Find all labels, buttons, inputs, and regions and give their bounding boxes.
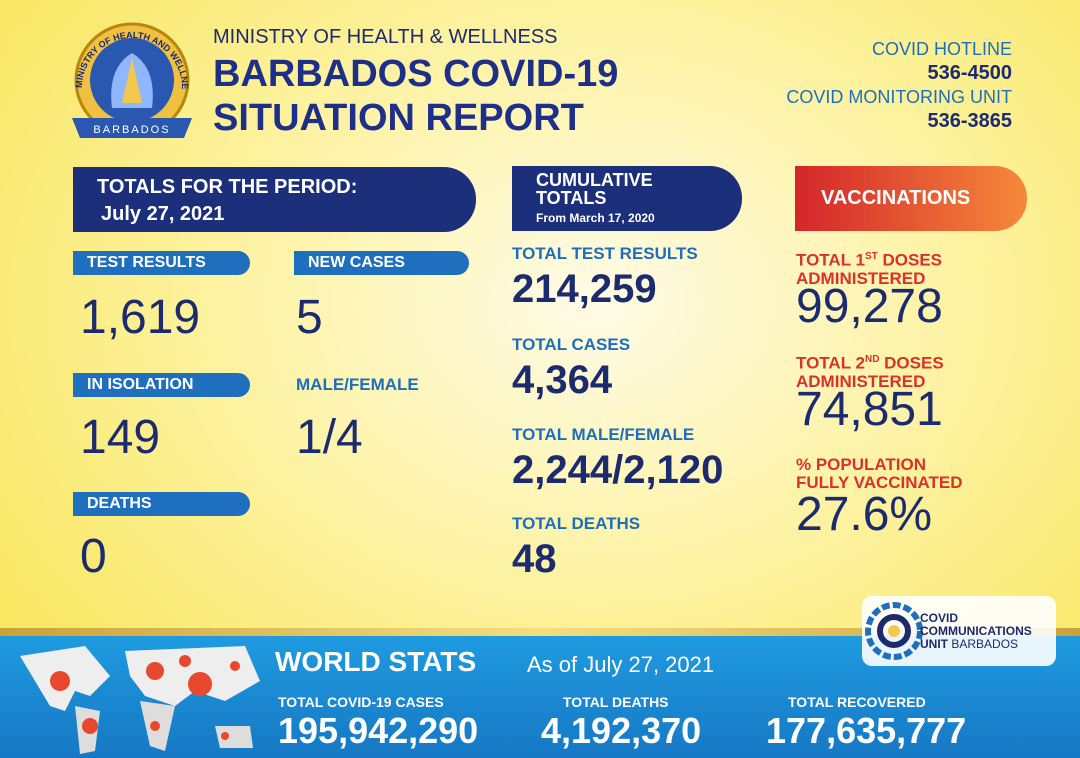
- label-part: DOSES: [884, 353, 944, 373]
- period-header: TOTALS FOR THE PERIOD: July 27, 2021: [73, 167, 476, 232]
- comms-line: UNIT: [920, 637, 948, 651]
- cumulative-heading: CUMULATIVE TOTALS: [536, 171, 653, 207]
- world-label: TOTAL COVID-19 CASES: [278, 694, 444, 710]
- comms-text: COVID COMMUNICATIONS UNIT BARBADOS: [920, 612, 1032, 651]
- label-part: TOTAL 2: [796, 353, 865, 373]
- stat-label: % POPULATION FULLY VACCINATED: [796, 456, 963, 492]
- label-part: ND: [864, 354, 880, 365]
- stat-value: 99,278: [796, 280, 943, 333]
- stat-value: 48: [512, 537, 557, 581]
- contacts: COVID HOTLINE 536-4500 COVID MONITORING …: [786, 37, 1012, 133]
- label-part: ST: [864, 251, 878, 262]
- contact-label: COVID MONITORING UNIT: [786, 87, 1012, 107]
- stat-value: 74,851: [796, 383, 943, 436]
- world-value: 4,192,370: [541, 710, 702, 751]
- stat-label: TOTAL DEATHS: [512, 514, 641, 533]
- world-label: TOTAL DEATHS: [563, 694, 669, 710]
- stat-value: 149: [80, 411, 161, 464]
- heading-line: CUMULATIVE: [536, 170, 653, 190]
- world-label: TOTAL RECOVERED: [788, 694, 926, 710]
- stat-label: TOTAL 2ND DOSES ADMINISTERED: [796, 351, 944, 391]
- comms-line: BARBADOS: [951, 637, 1019, 651]
- stat-value: 2,244/2,120: [512, 448, 724, 492]
- label-part: ADMINISTERED: [796, 268, 926, 288]
- comms-line: COMMUNICATIONS: [920, 624, 1032, 638]
- contact-number: 536-3865: [927, 110, 1012, 132]
- title-line: BARBADOS COVID-19: [213, 53, 619, 95]
- label-part: FULLY VACCINATED: [796, 473, 963, 492]
- stat-value: 4,364: [512, 358, 613, 402]
- comms-line: COVID: [920, 611, 959, 625]
- label-part: TOTAL 1: [796, 250, 865, 270]
- vaccinations-heading: VACCINATIONS: [795, 166, 1027, 231]
- world-heading: WORLD STATS: [275, 646, 477, 677]
- stat-label: MALE/FEMALE: [296, 375, 419, 394]
- stat-label: DEATHS: [73, 492, 250, 516]
- stat-value: 27.6%: [796, 488, 933, 541]
- title-line: SITUATION REPORT: [213, 97, 584, 139]
- ministry: MINISTRY OF HEALTH & WELLNESS: [213, 26, 558, 48]
- period-date: July 27, 2021: [101, 203, 225, 225]
- stat-value: 1,619: [80, 291, 201, 344]
- label-part: DOSES: [882, 250, 943, 270]
- comms-logo: COVID COMMUNICATIONS UNIT BARBADOS: [862, 596, 1056, 666]
- stat-value: 0: [80, 530, 107, 583]
- stat-value: 1/4: [296, 411, 363, 464]
- heading-line: TOTALS: [536, 188, 607, 208]
- cumulative-header: CUMULATIVE TOTALS From March 17, 2020: [512, 166, 742, 231]
- stat-label: TOTAL TEST RESULTS: [512, 244, 698, 263]
- contact-number: 536-4500: [927, 62, 1012, 84]
- logo-banner: BARBADOS: [93, 124, 170, 136]
- world-value: 177,635,777: [766, 710, 967, 751]
- divider: [0, 628, 1080, 636]
- contact-label: COVID HOTLINE: [871, 39, 1012, 59]
- stat-value: 214,259: [512, 267, 657, 311]
- world-as-of: As of July 27, 2021: [527, 652, 715, 677]
- comms-icon: [865, 602, 923, 660]
- stat-label: TOTAL MALE/FEMALE: [512, 425, 695, 444]
- label-part: % POPULATION: [796, 455, 927, 474]
- stat-label: IN ISOLATION: [73, 373, 250, 397]
- stat-value: 5: [296, 291, 323, 344]
- stat-label: NEW CASES: [294, 251, 469, 275]
- cumulative-subheading: From March 17, 2020: [536, 211, 655, 225]
- stat-label: TOTAL 1ST DOSES ADMINISTERED: [796, 248, 942, 288]
- title: BARBADOS COVID-19 SITUATION REPORT: [213, 52, 618, 140]
- label-part: ADMINISTERED: [796, 371, 926, 391]
- stat-label: TOTAL CASES: [512, 335, 631, 354]
- stat-label: TEST RESULTS: [73, 251, 250, 275]
- ministry-logo: MINISTRY OF HEALTH AND WELLNESS BARBADOS: [62, 18, 192, 138]
- world-map: [20, 646, 260, 754]
- period-heading: TOTALS FOR THE PERIOD:: [97, 176, 358, 198]
- world-value: 195,942,290: [278, 710, 479, 751]
